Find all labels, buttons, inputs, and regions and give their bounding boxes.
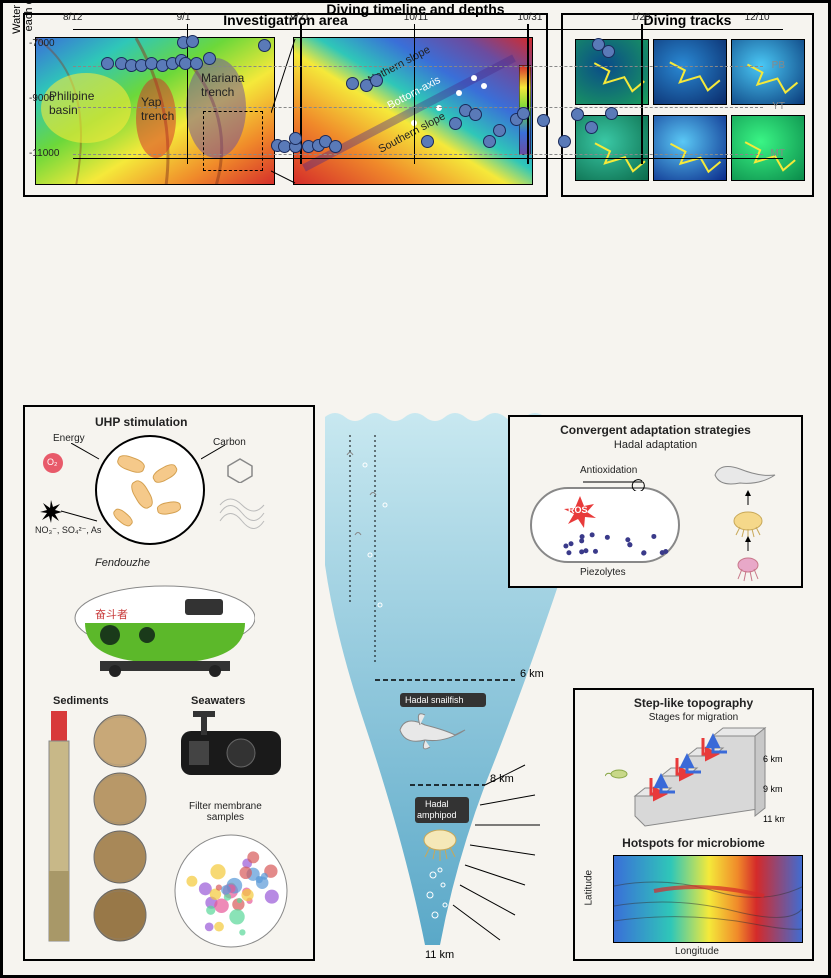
x-tick: 9/1 xyxy=(177,12,191,23)
dive-point xyxy=(370,74,383,87)
step-sub: Stages for migration xyxy=(575,712,812,723)
burst-icon xyxy=(39,499,63,523)
x-tick: 12/10 xyxy=(745,12,770,23)
uhp-title: UHP stimulation xyxy=(95,415,187,429)
x-tick: 8/12 xyxy=(63,12,82,23)
depth-11km: 11 km xyxy=(425,949,454,961)
depth-6km: 6 km xyxy=(520,668,544,680)
x-tick: 1/20 xyxy=(631,12,650,23)
submersible: 奋斗者 xyxy=(55,573,255,683)
svg-text:9 km: 9 km xyxy=(763,784,783,794)
dive-point xyxy=(289,132,302,145)
vehicle-chinese: 奋斗者 xyxy=(95,607,128,621)
dive-point xyxy=(186,35,199,48)
ref-label: YT xyxy=(772,101,785,112)
dive-point xyxy=(605,107,618,120)
o2-label: O₂ xyxy=(47,457,58,467)
conn1 xyxy=(71,443,101,463)
dive-point xyxy=(585,121,598,134)
ref-label: MT xyxy=(771,148,785,159)
dive-point xyxy=(469,108,482,121)
dive-point xyxy=(602,45,615,58)
bottom-left-panel: UHP stimulation Energy Carbon O₂ NO₃⁻, S… xyxy=(23,405,315,961)
y-tick: -11000 xyxy=(29,148,59,159)
dive-point xyxy=(258,39,271,52)
dive-point xyxy=(346,77,359,90)
sediment-discs xyxy=(85,711,155,951)
lon-label: Longitude xyxy=(675,946,719,957)
vehicle-name: Fendouzhe xyxy=(95,557,150,569)
filter-label: Filter membrane samples xyxy=(189,801,262,823)
ref-label: PB xyxy=(772,60,785,71)
snailfish-label: Hadal snailfish xyxy=(405,695,464,705)
dive-point xyxy=(101,57,114,70)
hotspot-title: Hotspots for microbiome xyxy=(575,836,812,850)
chem-label: NO₃⁻, SO₄²⁻, As xyxy=(35,525,101,536)
dive-point xyxy=(449,117,462,130)
amphipod-label2: amphipod xyxy=(417,810,457,820)
timeline-chart: 8/129/19/2110/1110/311/2012/10-7000-9000… xyxy=(73,29,783,159)
dive-point xyxy=(483,135,496,148)
piezo-dots xyxy=(546,529,676,559)
hotspot-map xyxy=(613,855,803,943)
adaptation-panel: Convergent adaptation strategies Hadal a… xyxy=(508,415,803,588)
dive-point xyxy=(571,108,584,121)
svg-text:11 km: 11 km xyxy=(763,814,785,824)
conn3 xyxy=(61,507,99,523)
dive-point xyxy=(517,107,530,120)
amphipod-label1: Hadal xyxy=(425,799,449,809)
cell-diagram: ROS xyxy=(530,487,680,563)
dive-point xyxy=(493,124,506,137)
antiox-arrow xyxy=(578,473,658,491)
dive-point xyxy=(203,52,216,65)
hexagon-icon xyxy=(225,457,255,483)
conn2 xyxy=(201,445,227,461)
uhp-circle xyxy=(95,435,205,545)
x-tick: 9/21 xyxy=(290,12,309,23)
lat-label: Latitude xyxy=(584,870,595,906)
dive-point xyxy=(537,114,550,127)
sediments-label: Sediments xyxy=(53,695,109,707)
ylabel-1: Water depth of xyxy=(11,0,23,63)
dive-point xyxy=(190,57,203,70)
dive-point xyxy=(558,135,571,148)
adapt-title1: Convergent adaptation strategies xyxy=(510,423,801,437)
x-tick: 10/31 xyxy=(517,12,542,23)
adapt-title2: Hadal adaptation xyxy=(510,439,801,451)
x-tick: 10/11 xyxy=(404,12,428,23)
dive-point xyxy=(421,135,434,148)
filter-circle xyxy=(171,831,291,951)
timeline-panel: Diving timeline and depths Water depth o… xyxy=(3,3,794,175)
ylabel-2: each dive (m) xyxy=(23,0,35,63)
steps-diagram: 6 km 9 km 11 km xyxy=(605,726,785,832)
y-tick: -7000 xyxy=(29,38,55,49)
seawater-sampler xyxy=(171,711,291,789)
svg-text:6 km: 6 km xyxy=(763,754,783,764)
step-title: Step-like topography xyxy=(575,696,812,710)
piezo-label: Piezolytes xyxy=(580,567,626,578)
seawaters-label: Seawaters xyxy=(191,695,245,707)
organisms xyxy=(700,457,800,587)
sediment-core xyxy=(39,711,79,951)
bottom-right-panel: Step-like topography Stages for migratio… xyxy=(573,688,814,961)
dive-point xyxy=(329,140,342,153)
depth-8km: 8 km xyxy=(490,773,514,785)
ros-label: ROS xyxy=(568,505,588,515)
y-tick: -9000 xyxy=(29,93,55,104)
fibers-icon xyxy=(215,493,269,537)
